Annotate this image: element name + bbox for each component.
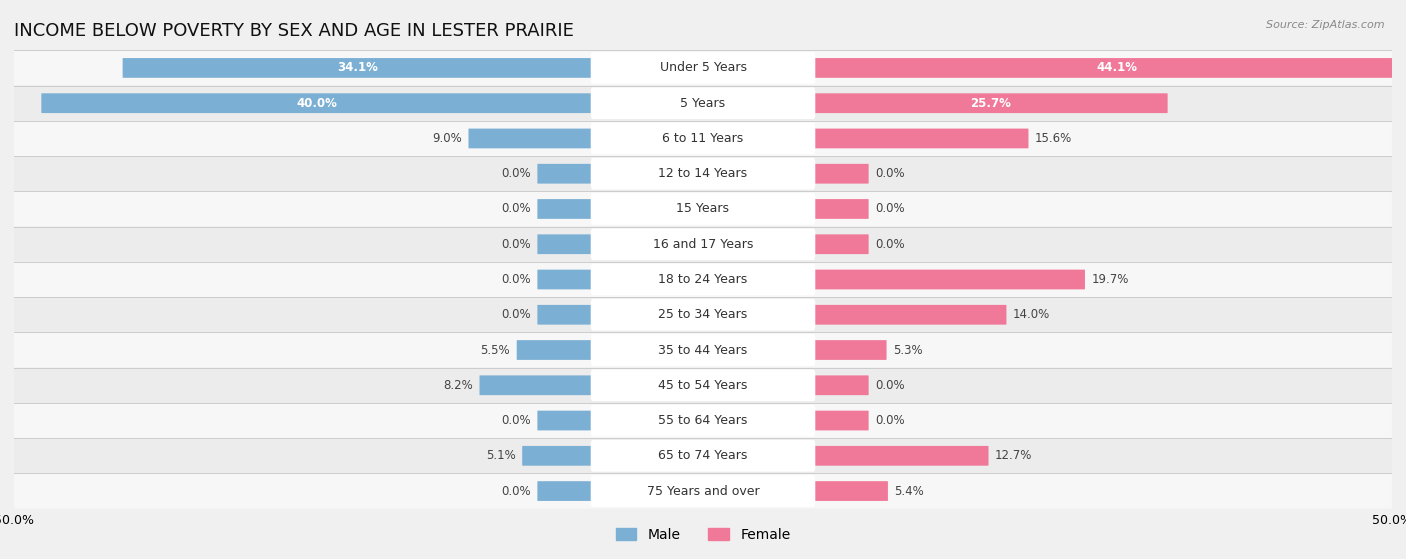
FancyBboxPatch shape bbox=[537, 199, 593, 219]
Text: 19.7%: 19.7% bbox=[1091, 273, 1129, 286]
Text: 18 to 24 Years: 18 to 24 Years bbox=[658, 273, 748, 286]
Text: 12 to 14 Years: 12 to 14 Years bbox=[658, 167, 748, 180]
Text: INCOME BELOW POVERTY BY SEX AND AGE IN LESTER PRAIRIE: INCOME BELOW POVERTY BY SEX AND AGE IN L… bbox=[14, 22, 574, 40]
Text: 0.0%: 0.0% bbox=[501, 202, 531, 215]
Text: 35 to 44 Years: 35 to 44 Years bbox=[658, 344, 748, 357]
Text: Source: ZipAtlas.com: Source: ZipAtlas.com bbox=[1267, 20, 1385, 30]
FancyBboxPatch shape bbox=[41, 93, 593, 113]
FancyBboxPatch shape bbox=[813, 340, 887, 360]
Text: 0.0%: 0.0% bbox=[875, 202, 905, 215]
Text: 0.0%: 0.0% bbox=[501, 273, 531, 286]
FancyBboxPatch shape bbox=[517, 340, 593, 360]
Text: 5.5%: 5.5% bbox=[481, 344, 510, 357]
FancyBboxPatch shape bbox=[14, 121, 1392, 156]
Text: Under 5 Years: Under 5 Years bbox=[659, 61, 747, 74]
FancyBboxPatch shape bbox=[591, 52, 815, 84]
FancyBboxPatch shape bbox=[813, 58, 1406, 78]
FancyBboxPatch shape bbox=[591, 369, 815, 401]
Text: 45 to 54 Years: 45 to 54 Years bbox=[658, 379, 748, 392]
FancyBboxPatch shape bbox=[14, 50, 1392, 86]
FancyBboxPatch shape bbox=[14, 473, 1392, 509]
FancyBboxPatch shape bbox=[591, 122, 815, 154]
Text: 15.6%: 15.6% bbox=[1035, 132, 1073, 145]
FancyBboxPatch shape bbox=[14, 297, 1392, 333]
Text: 5 Years: 5 Years bbox=[681, 97, 725, 110]
FancyBboxPatch shape bbox=[591, 475, 815, 507]
Text: 0.0%: 0.0% bbox=[501, 308, 531, 321]
FancyBboxPatch shape bbox=[537, 164, 593, 183]
FancyBboxPatch shape bbox=[14, 438, 1392, 473]
Text: 0.0%: 0.0% bbox=[501, 485, 531, 498]
FancyBboxPatch shape bbox=[591, 299, 815, 330]
FancyBboxPatch shape bbox=[14, 156, 1392, 191]
FancyBboxPatch shape bbox=[14, 191, 1392, 226]
FancyBboxPatch shape bbox=[14, 368, 1392, 403]
Text: 34.1%: 34.1% bbox=[337, 61, 378, 74]
FancyBboxPatch shape bbox=[591, 405, 815, 437]
Legend: Male, Female: Male, Female bbox=[610, 523, 796, 548]
FancyBboxPatch shape bbox=[813, 411, 869, 430]
Text: 0.0%: 0.0% bbox=[875, 379, 905, 392]
FancyBboxPatch shape bbox=[122, 58, 593, 78]
FancyBboxPatch shape bbox=[537, 269, 593, 290]
Text: 5.1%: 5.1% bbox=[486, 449, 516, 462]
Text: 15 Years: 15 Years bbox=[676, 202, 730, 215]
FancyBboxPatch shape bbox=[537, 411, 593, 430]
FancyBboxPatch shape bbox=[537, 481, 593, 501]
Text: 9.0%: 9.0% bbox=[432, 132, 461, 145]
FancyBboxPatch shape bbox=[479, 376, 593, 395]
FancyBboxPatch shape bbox=[537, 234, 593, 254]
FancyBboxPatch shape bbox=[14, 262, 1392, 297]
FancyBboxPatch shape bbox=[813, 446, 988, 466]
Text: 0.0%: 0.0% bbox=[875, 167, 905, 180]
Text: 55 to 64 Years: 55 to 64 Years bbox=[658, 414, 748, 427]
FancyBboxPatch shape bbox=[813, 234, 869, 254]
Text: 14.0%: 14.0% bbox=[1012, 308, 1050, 321]
Text: 0.0%: 0.0% bbox=[875, 238, 905, 251]
Text: 25 to 34 Years: 25 to 34 Years bbox=[658, 308, 748, 321]
FancyBboxPatch shape bbox=[14, 226, 1392, 262]
Text: 0.0%: 0.0% bbox=[501, 167, 531, 180]
Text: 0.0%: 0.0% bbox=[875, 414, 905, 427]
FancyBboxPatch shape bbox=[537, 305, 593, 325]
FancyBboxPatch shape bbox=[14, 86, 1392, 121]
FancyBboxPatch shape bbox=[813, 93, 1167, 113]
FancyBboxPatch shape bbox=[813, 269, 1085, 290]
Text: 40.0%: 40.0% bbox=[297, 97, 337, 110]
Text: 0.0%: 0.0% bbox=[501, 414, 531, 427]
Text: 75 Years and over: 75 Years and over bbox=[647, 485, 759, 498]
Text: 0.0%: 0.0% bbox=[501, 238, 531, 251]
Text: 8.2%: 8.2% bbox=[443, 379, 472, 392]
FancyBboxPatch shape bbox=[813, 305, 1007, 325]
Text: 6 to 11 Years: 6 to 11 Years bbox=[662, 132, 744, 145]
FancyBboxPatch shape bbox=[591, 229, 815, 260]
FancyBboxPatch shape bbox=[591, 334, 815, 366]
FancyBboxPatch shape bbox=[468, 129, 593, 148]
FancyBboxPatch shape bbox=[14, 403, 1392, 438]
FancyBboxPatch shape bbox=[591, 193, 815, 225]
FancyBboxPatch shape bbox=[591, 264, 815, 295]
FancyBboxPatch shape bbox=[813, 376, 869, 395]
FancyBboxPatch shape bbox=[813, 164, 869, 183]
Text: 12.7%: 12.7% bbox=[995, 449, 1032, 462]
FancyBboxPatch shape bbox=[813, 481, 889, 501]
Text: 44.1%: 44.1% bbox=[1097, 61, 1137, 74]
FancyBboxPatch shape bbox=[522, 446, 593, 466]
FancyBboxPatch shape bbox=[591, 440, 815, 472]
FancyBboxPatch shape bbox=[14, 333, 1392, 368]
Text: 65 to 74 Years: 65 to 74 Years bbox=[658, 449, 748, 462]
FancyBboxPatch shape bbox=[591, 87, 815, 119]
Text: 5.3%: 5.3% bbox=[893, 344, 922, 357]
FancyBboxPatch shape bbox=[813, 199, 869, 219]
Text: 25.7%: 25.7% bbox=[970, 97, 1011, 110]
FancyBboxPatch shape bbox=[813, 129, 1028, 148]
Text: 16 and 17 Years: 16 and 17 Years bbox=[652, 238, 754, 251]
Text: 5.4%: 5.4% bbox=[894, 485, 924, 498]
FancyBboxPatch shape bbox=[591, 158, 815, 190]
